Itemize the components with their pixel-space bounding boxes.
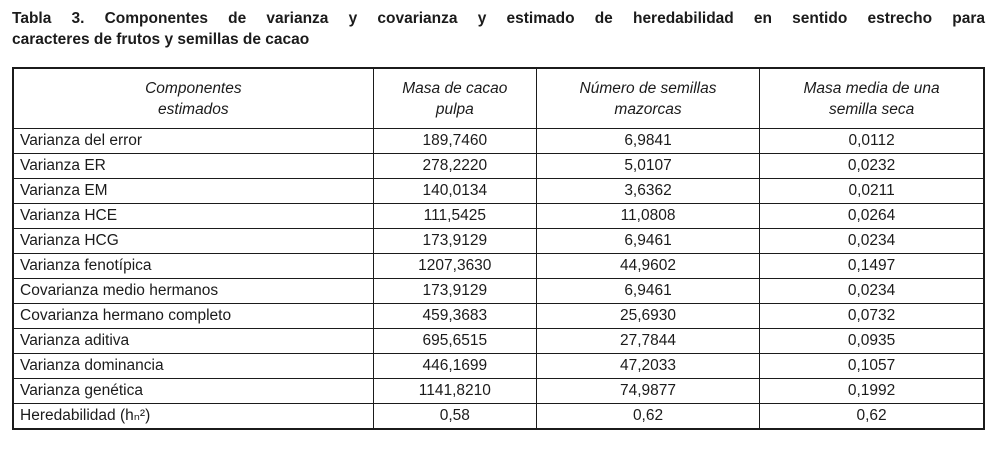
table-body: Varianza del error 189,7460 6,9841 0,0112 Va… <box>12 128 985 430</box>
value-cell: 695,6515 <box>372 328 537 354</box>
value-cell: 189,7460 <box>372 128 537 154</box>
value-cell: 0,0232 <box>759 153 985 179</box>
value-cell: 1207,3630 <box>372 253 537 279</box>
value-cell: 111,5425 <box>372 203 537 229</box>
value-cell: 173,9129 <box>372 278 537 304</box>
column-header-0: Componentes estimados <box>12 67 374 129</box>
value-cell: 6,9461 <box>535 228 761 254</box>
value-cell: 5,0107 <box>535 153 761 179</box>
table-row: Varianza HCG 173,9129 6,9461 0,0234 <box>12 228 985 254</box>
table-row: Covarianza hermano completo 459,3683 25,69… <box>12 303 985 329</box>
table-row: Varianza HCE 111,5425 11,0808 0,0264 <box>12 203 985 229</box>
variance-components-table: Componentes estimados Masa de cacao pulpa… <box>12 67 985 430</box>
row-label: Varianza aditiva <box>12 328 374 354</box>
value-cell: 6,9461 <box>535 278 761 304</box>
column-header-3: Masa media de una semilla seca <box>759 67 985 129</box>
value-cell: 140,0134 <box>372 178 537 204</box>
value-cell: 0,0935 <box>759 328 985 354</box>
value-cell: 6,9841 <box>535 128 761 154</box>
column-header-2: Número de semillas mazorcas <box>535 67 761 129</box>
value-cell: 278,2220 <box>372 153 537 179</box>
table-caption-line2: caracteres de frutos y semillas de cacao <box>12 31 310 48</box>
value-cell: 11,0808 <box>535 203 761 229</box>
row-label: Varianza fenotípica <box>12 253 374 279</box>
table-row: Heredabilidad (hₙ²) 0,58 0,62 0,62 <box>12 403 985 430</box>
row-label: Varianza ER <box>12 153 374 179</box>
value-cell: 0,0112 <box>759 128 985 154</box>
row-label: Varianza del error <box>12 128 374 154</box>
value-cell: 0,62 <box>535 403 761 430</box>
row-label: Varianza HCE <box>12 203 374 229</box>
value-cell: 0,0234 <box>759 278 985 304</box>
value-cell: 25,6930 <box>535 303 761 329</box>
row-label: Varianza genética <box>12 378 374 404</box>
table-row: Varianza dominancia 446,1699 47,2033 0,1057 <box>12 353 985 379</box>
value-cell: 459,3683 <box>372 303 537 329</box>
table-row: Varianza ER 278,2220 5,0107 0,0232 <box>12 153 985 179</box>
value-cell: 1141,8210 <box>372 378 537 404</box>
value-cell: 27,7844 <box>535 328 761 354</box>
column-header-1: Masa de cacao pulpa <box>372 67 537 129</box>
row-label: Varianza EM <box>12 178 374 204</box>
header-row: Componentes estimados Masa de cacao pulpa… <box>12 67 985 129</box>
value-cell: 0,58 <box>372 403 537 430</box>
table-row: Varianza fenotípica 1207,3630 44,9602 0,149… <box>12 253 985 279</box>
value-cell: 0,0211 <box>759 178 985 204</box>
table-caption-line1: Tabla 3. Componentes de varianza y covar… <box>12 10 985 27</box>
value-cell: 74,9877 <box>535 378 761 404</box>
table-caption: Tabla 3. Componentes de varianza y covar… <box>12 8 985 50</box>
value-cell: 0,0234 <box>759 228 985 254</box>
value-cell: 0,1497 <box>759 253 985 279</box>
value-cell: 3,6362 <box>535 178 761 204</box>
value-cell: 47,2033 <box>535 353 761 379</box>
row-label: Heredabilidad (hₙ²) <box>12 403 374 430</box>
value-cell: 0,0732 <box>759 303 985 329</box>
value-cell: 0,62 <box>759 403 985 430</box>
table-row: Varianza aditiva 695,6515 27,7844 0,0935 <box>12 328 985 354</box>
row-label: Varianza HCG <box>12 228 374 254</box>
table-row: Covarianza medio hermanos 173,9129 6,9461 0… <box>12 278 985 304</box>
table-row: Varianza EM 140,0134 3,6362 0,0211 <box>12 178 985 204</box>
value-cell: 173,9129 <box>372 228 537 254</box>
value-cell: 0,0264 <box>759 203 985 229</box>
table-row: Varianza del error 189,7460 6,9841 0,0112 <box>12 128 985 154</box>
value-cell: 44,9602 <box>535 253 761 279</box>
table-row: Varianza genética 1141,8210 74,9877 0,1992 <box>12 378 985 404</box>
row-label: Covarianza medio hermanos <box>12 278 374 304</box>
value-cell: 0,1057 <box>759 353 985 379</box>
table-head: Componentes estimados Masa de cacao pulpa… <box>12 67 985 129</box>
value-cell: 0,1992 <box>759 378 985 404</box>
row-label: Covarianza hermano completo <box>12 303 374 329</box>
value-cell: 446,1699 <box>372 353 537 379</box>
row-label: Varianza dominancia <box>12 353 374 379</box>
